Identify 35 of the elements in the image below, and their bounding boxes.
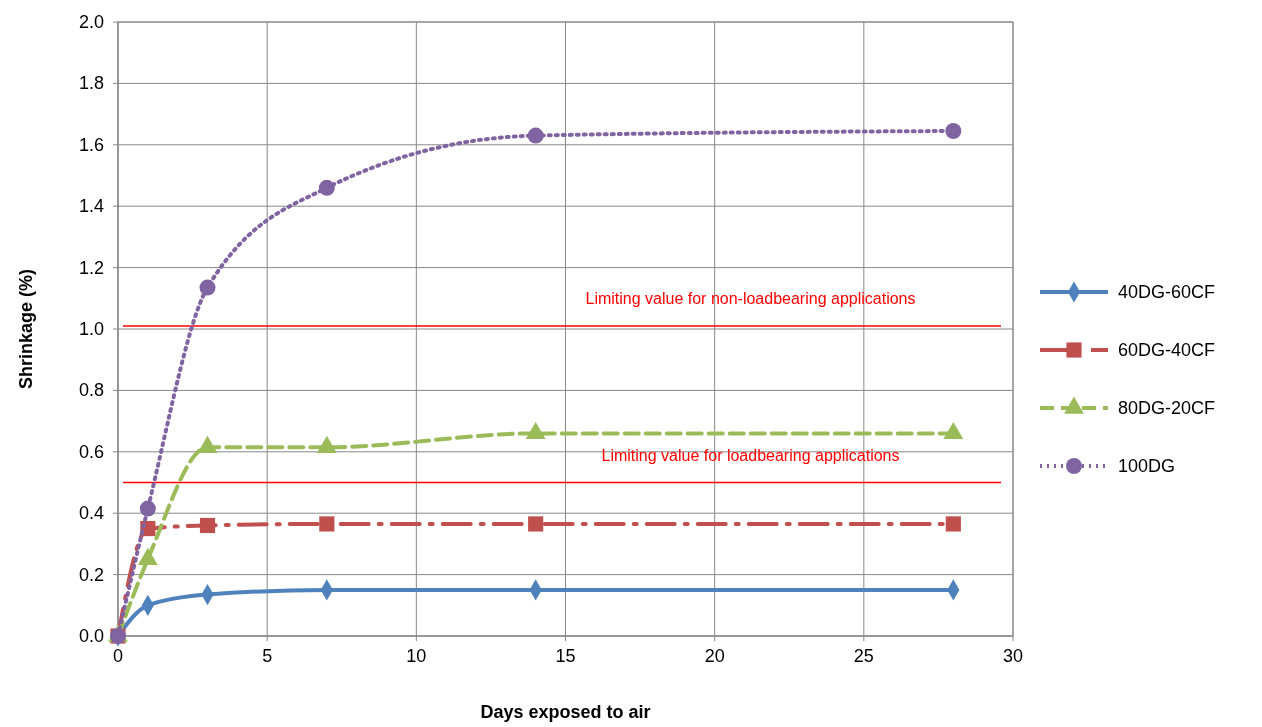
point — [319, 516, 335, 532]
point — [945, 516, 961, 532]
ref-line-label: Limiting value for loadbearing applications — [601, 446, 900, 464]
legend-label: 40DG-60CF — [1118, 282, 1216, 302]
x-axis-title: Days exposed to air — [480, 702, 651, 722]
y-axis-title: Shrinkage (%) — [16, 268, 36, 390]
x-tick-label: 15 — [555, 646, 576, 666]
point — [527, 127, 544, 144]
y-tick-label: 1.0 — [78, 319, 104, 339]
point — [139, 500, 156, 517]
point — [199, 279, 216, 296]
point — [318, 179, 335, 196]
x-tick-label: 25 — [853, 646, 874, 666]
y-tick-label: 1.4 — [78, 196, 104, 217]
y-tick-label: 0.2 — [78, 564, 104, 585]
x-tick-label: 0 — [112, 646, 124, 666]
y-tick-label: 0.0 — [78, 626, 104, 646]
point — [945, 123, 962, 139]
x-tick-label: 30 — [1002, 646, 1024, 666]
y-tick-label: 1.8 — [78, 73, 104, 94]
legend-label: 100DG — [1118, 456, 1176, 476]
legend-label: 60DG-40CF — [1118, 340, 1216, 360]
point — [199, 517, 216, 534]
y-tick-label: 0.6 — [78, 441, 104, 462]
y-tick-label: 0.8 — [78, 380, 104, 401]
legend-label: 80DG-20CF — [1118, 398, 1216, 418]
y-tick-label: 0.4 — [78, 503, 104, 524]
y-tick-label: 1.2 — [78, 257, 104, 278]
y-tick-label: 2.0 — [78, 12, 104, 32]
y-tick-label: 1.6 — [78, 134, 104, 155]
x-tick-label: 10 — [406, 646, 427, 666]
x-tick-label: 20 — [704, 646, 725, 666]
ref-line-label: Limiting value for non-loadbearing applications — [585, 289, 916, 307]
x-tick-label: 5 — [262, 646, 273, 666]
point — [528, 516, 544, 532]
